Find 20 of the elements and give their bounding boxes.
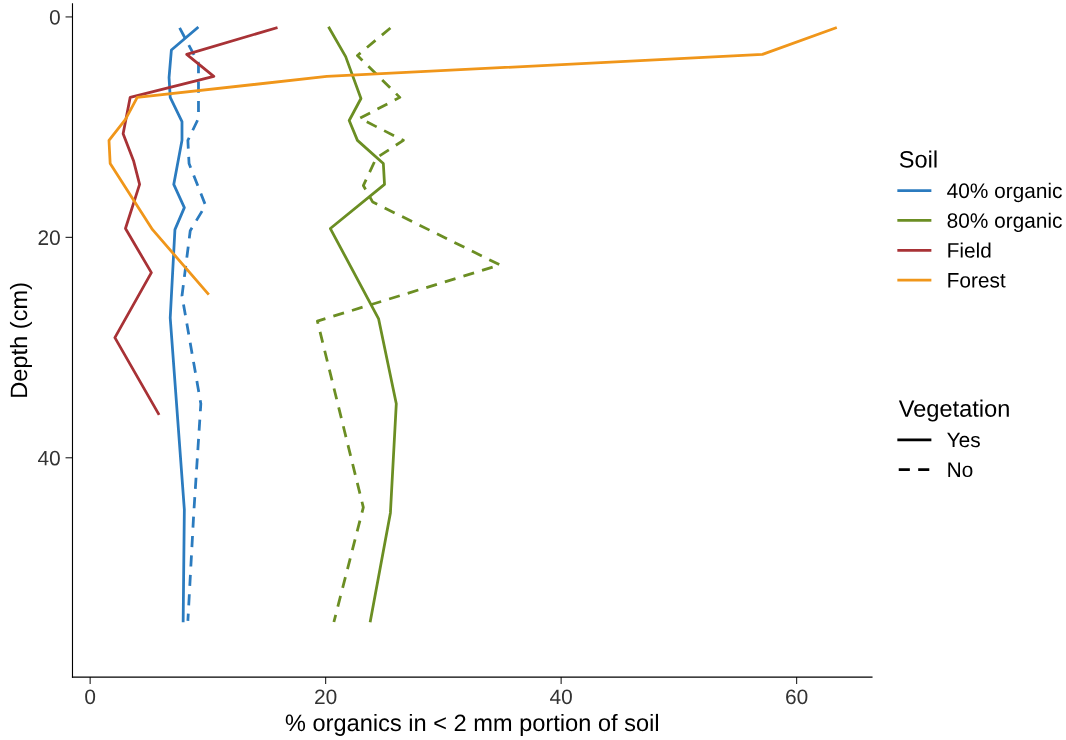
legend-label: Forest	[948, 273, 1006, 288]
y-tick-label: 20	[38, 230, 60, 246]
x-axis-title: % organics in < 2 mm portion of soil	[285, 713, 658, 736]
x-tick-label: 0	[85, 689, 96, 705]
text: No	[948, 462, 973, 478]
text: Yes	[947, 432, 980, 448]
y-tick-label: 40	[37, 450, 60, 466]
y-axis-title: Depth (cm)	[9, 283, 32, 397]
y-tick-label: 0	[49, 9, 60, 25]
legend-title: Soil	[899, 150, 937, 168]
text: Vegetation	[898, 399, 1009, 422]
legend-label: 80% organic	[947, 212, 1062, 233]
x-tick-label: 20	[315, 689, 337, 705]
legend-label: Field	[948, 242, 991, 258]
line-series	[316, 26, 502, 624]
line-series	[107, 26, 837, 295]
x-tick-label: 60	[786, 689, 808, 705]
x-tick-label: 40	[550, 689, 572, 705]
legend-label: 40% organic	[947, 182, 1062, 203]
line-series	[113, 26, 278, 416]
